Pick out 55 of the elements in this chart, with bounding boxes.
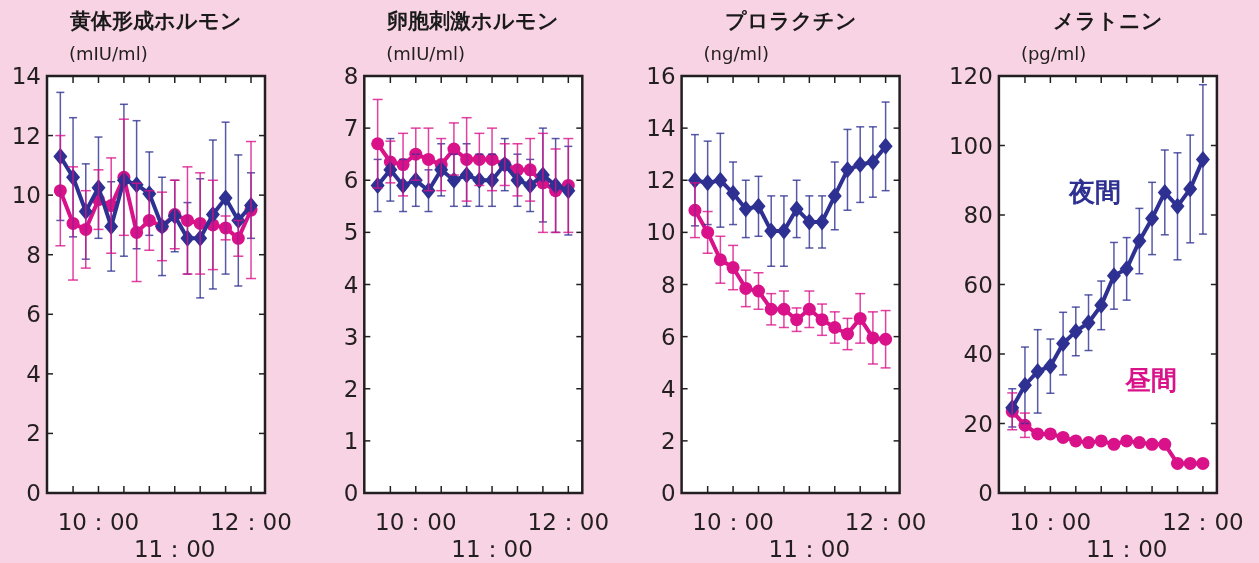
y-tick-label: 2 <box>26 420 41 447</box>
y-tick-label: 100 <box>948 132 993 159</box>
y-tick-label: 3 <box>343 323 359 350</box>
y-tick-label: 80 <box>963 202 993 228</box>
y-tick-label: 4 <box>660 375 676 402</box>
x-tick-label: 11：00 <box>451 536 533 562</box>
x-tick-label: 12：00 <box>527 509 610 535</box>
y-tick-label: 0 <box>660 480 676 506</box>
y-tick-label: 6 <box>660 323 676 350</box>
y-tick-label: 8 <box>343 63 359 89</box>
x-tick-label: 10：00 <box>57 509 140 535</box>
y-tick-label: 8 <box>26 241 41 268</box>
y-tick-label: 5 <box>343 219 359 246</box>
y-tick-label: 16 <box>646 63 676 89</box>
y-tick-label: 10 <box>11 182 41 209</box>
x-tick-label: 10：00 <box>1009 509 1092 535</box>
y-tick-label: 2 <box>343 375 359 402</box>
y-tick-label: 7 <box>343 115 359 142</box>
y-tick-label: 60 <box>963 271 993 298</box>
x-tick-label: 12：00 <box>1162 509 1244 535</box>
y-axis-title: (ng/ml) <box>703 43 770 64</box>
y-tick-label: 2 <box>660 427 676 454</box>
x-tick-label: 11：00 <box>1085 536 1168 562</box>
series-label: 夜間 <box>1067 177 1121 208</box>
y-tick-label: 14 <box>11 63 41 89</box>
y-tick-label: 6 <box>343 167 359 194</box>
chart-title: 黄体形成ホルモン <box>69 9 242 33</box>
chart-title: メラトニン <box>1052 9 1163 33</box>
x-tick-label: 11：00 <box>133 536 216 562</box>
y-tick-label: 0 <box>978 480 993 506</box>
y-tick-label: 12 <box>11 122 41 149</box>
x-tick-label: 11：00 <box>768 536 851 562</box>
y-axis-title: (pg/ml) <box>1020 43 1087 64</box>
series-label: 昼間 <box>1124 364 1178 395</box>
y-tick-label: 1 <box>343 427 359 454</box>
y-tick-label: 0 <box>343 480 359 506</box>
x-tick-label: 12：00 <box>210 509 292 535</box>
y-tick-label: 20 <box>963 410 993 437</box>
y-tick-label: 4 <box>26 360 41 387</box>
y-tick-label: 0 <box>26 480 41 506</box>
chart-title: プロラクチン <box>724 9 857 33</box>
y-tick-label: 40 <box>963 341 993 367</box>
y-tick-label: 8 <box>660 271 676 298</box>
y-axis-title: (mIU/ml) <box>386 43 465 64</box>
y-tick-label: 12 <box>646 167 676 194</box>
y-tick-label: 4 <box>343 271 359 298</box>
x-tick-label: 10：00 <box>692 509 774 535</box>
y-tick-label: 120 <box>948 63 993 89</box>
y-axis-title: (mIU/ml) <box>69 43 148 64</box>
chart-title: 卵胞刺激ホルモン <box>386 9 560 33</box>
y-tick-label: 6 <box>26 301 41 328</box>
y-tick-label: 14 <box>646 115 676 142</box>
y-tick-label: 10 <box>646 219 676 246</box>
x-tick-label: 12：00 <box>844 509 927 535</box>
x-tick-label: 10：00 <box>375 509 457 535</box>
